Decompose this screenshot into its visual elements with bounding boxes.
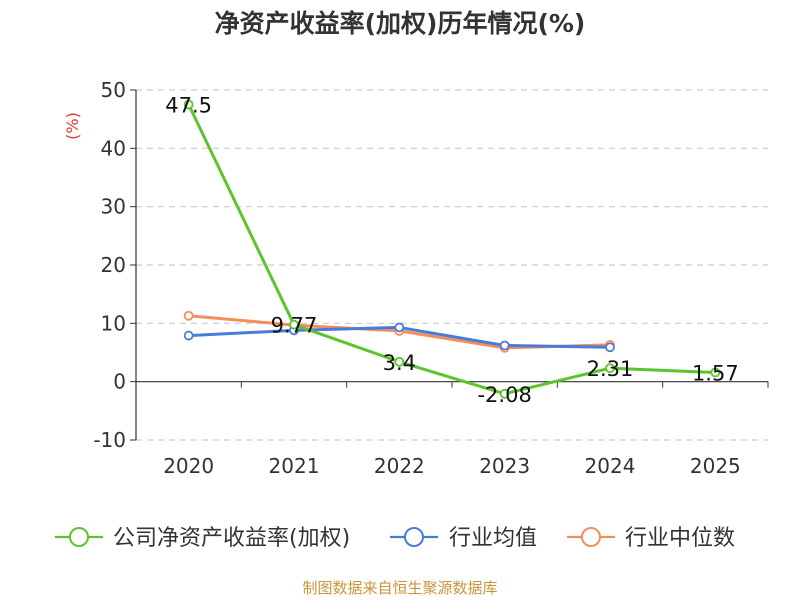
- legend-circle-icon: [404, 527, 424, 547]
- y-axis-unit-label: (%): [63, 112, 82, 140]
- x-tick-label: 2025: [690, 454, 741, 478]
- data-label: -2.08: [477, 383, 531, 407]
- data-point: [289, 319, 299, 330]
- data-label: 1.57: [692, 362, 739, 386]
- data-point: [605, 363, 615, 374]
- legend-circle-icon: [69, 527, 89, 547]
- x-tick-label: 2020: [163, 454, 214, 478]
- data-point: [394, 322, 405, 333]
- axis-layer: -10 0 10 20 30 40 50 2020 2021 2022 2023 2024 2025: [93, 78, 769, 478]
- legend-item: 行业均值: [390, 526, 537, 551]
- series-layer: [183, 99, 721, 399]
- legend: 公司净资产收益率(加权) 行业均值 行业中位数: [55, 526, 735, 551]
- chart-title: 净资产收益率(加权)历年情况(%): [214, 9, 586, 38]
- y-tick-label: 20: [101, 253, 126, 277]
- data-point: [499, 340, 510, 351]
- data-point: [499, 388, 510, 399]
- legend-label: 行业均值: [449, 526, 537, 551]
- legend-circle-icon: [581, 527, 601, 547]
- data-point: [183, 99, 194, 110]
- x-tick-label: 2021: [269, 454, 320, 478]
- y-tick-label: 30: [101, 195, 126, 219]
- legend-label: 公司净资产收益率(加权): [113, 526, 350, 551]
- data-point: [605, 342, 615, 353]
- series-line: [187, 103, 716, 396]
- data-source-note: 制图数据来自恒生聚源数据库: [302, 579, 498, 597]
- y-tick-label: 0: [113, 370, 126, 394]
- data-point: [183, 330, 194, 341]
- legend-item: 行业中位数: [567, 526, 735, 551]
- data-label: 9.77: [271, 314, 318, 338]
- y-tick-label: -10: [93, 428, 126, 452]
- legend-label: 行业中位数: [625, 526, 735, 551]
- data-point: [710, 367, 721, 378]
- x-tick-label: 2023: [479, 454, 530, 478]
- legend-item: 公司净资产收益率(加权): [55, 526, 350, 551]
- data-label-layer: 47.5 9.77 3.4 -2.08 2.31 1.57: [165, 94, 738, 407]
- x-tick-label: 2024: [585, 454, 636, 478]
- y-tick-label: 50: [101, 78, 126, 102]
- data-label: 2.31: [587, 357, 634, 381]
- data-label: 3.4: [383, 351, 416, 375]
- data-label: 47.5: [165, 94, 212, 118]
- data-point: [183, 310, 194, 321]
- y-tick-label: 40: [101, 136, 126, 160]
- x-tick-label: 2022: [374, 454, 425, 478]
- data-point: [394, 356, 405, 367]
- y-tick-label: 10: [101, 311, 126, 335]
